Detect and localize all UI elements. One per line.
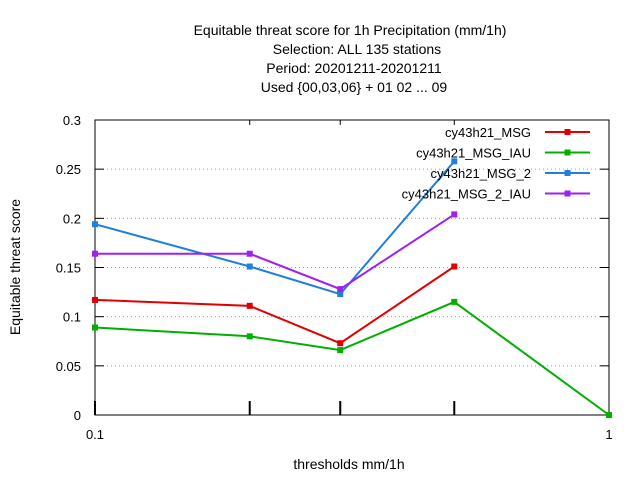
- series-cy43h21_MSG_2: [92, 158, 458, 298]
- data-point: [246, 250, 253, 257]
- series-cy43h21_MSG_2_IAU: [92, 211, 458, 293]
- data-point: [246, 263, 253, 270]
- data-point: [451, 263, 458, 270]
- legend-swatch-marker: [564, 149, 571, 156]
- legend-label: cy43h21_MSG_2_IAU: [402, 187, 531, 202]
- data-point: [337, 291, 344, 298]
- legend-swatch-marker: [564, 190, 571, 197]
- series-cy43h21_MSG_IAU: [92, 298, 612, 418]
- legend-label: cy43h21_MSG_IAU: [416, 146, 531, 161]
- data-point: [92, 296, 98, 303]
- y-tick-label: 0.1: [63, 310, 81, 325]
- legend-swatch-marker: [564, 170, 571, 176]
- ticks: 0 0.05 0.1 0.15 0.2 0.25 0.3 0.1 1: [56, 113, 613, 442]
- series-cy43h21_MSG: [92, 263, 458, 347]
- y-tick-label: 0.3: [63, 113, 81, 128]
- data-point: [92, 250, 98, 257]
- data-point: [246, 302, 253, 309]
- data-point: [337, 347, 344, 354]
- data-point: [92, 324, 98, 331]
- y-tick-label: 0.2: [63, 211, 81, 226]
- x-axis-label: thresholds mm/1h: [293, 456, 404, 472]
- data-point: [246, 333, 253, 340]
- series-line: [95, 213, 455, 291]
- data-point: [451, 211, 458, 218]
- legend: cy43h21_MSG cy43h21_MSG_IAU cy43h21_MSG_2c…: [402, 125, 590, 202]
- y-tick-label: 0: [74, 408, 81, 423]
- data-point: [337, 340, 344, 347]
- chart-title: Equitable threat score for 1h Precipitat…: [194, 22, 507, 95]
- legend-label: cy43h21_MSG_2: [431, 166, 531, 181]
- series: [92, 158, 612, 418]
- data-point: [606, 412, 612, 418]
- title-line-4: Used {00,03,06} + 01 02 ... 09: [261, 79, 448, 95]
- title-line-3: Period: 20201211-20201211: [266, 60, 442, 76]
- data-point: [451, 298, 458, 305]
- title-line-2: Selection: ALL 135 stations: [273, 41, 441, 57]
- x-tick-label: 0.1: [86, 427, 104, 442]
- title-line-1: Equitable threat score for 1h Precipitat…: [194, 22, 507, 38]
- data-point: [337, 286, 344, 293]
- series-line: [94, 300, 610, 416]
- y-tick-label: 0.05: [56, 359, 81, 374]
- y-tick-label: 0.15: [56, 261, 81, 276]
- legend-swatch-marker: [564, 129, 571, 135]
- y-axis-label: Equitable threat score: [7, 199, 23, 335]
- legend-label: cy43h21_MSG: [445, 125, 531, 140]
- data-point: [92, 221, 98, 228]
- grid: [95, 168, 609, 367]
- data-point: [451, 158, 458, 165]
- y-tick-label: 0.25: [56, 162, 81, 177]
- series-line: [94, 265, 455, 345]
- series-line: [94, 160, 456, 296]
- x-tick-label: 1: [605, 427, 612, 442]
